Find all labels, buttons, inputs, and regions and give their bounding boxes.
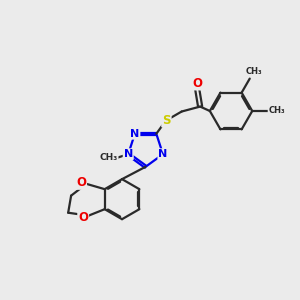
Text: O: O — [78, 211, 88, 224]
Text: CH₃: CH₃ — [268, 106, 285, 116]
Text: S: S — [162, 114, 171, 127]
Text: O: O — [192, 76, 202, 89]
Text: N: N — [124, 149, 133, 159]
Text: CH₃: CH₃ — [100, 152, 118, 161]
Text: N: N — [158, 149, 168, 159]
Text: N: N — [130, 129, 140, 139]
Text: O: O — [76, 176, 86, 189]
Text: CH₃: CH₃ — [246, 67, 262, 76]
